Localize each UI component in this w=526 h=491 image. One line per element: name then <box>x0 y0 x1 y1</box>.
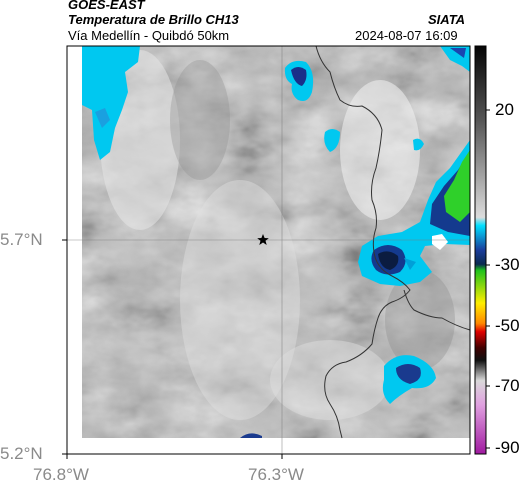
colorbar-label-20: 20 <box>495 100 514 119</box>
lat-label-1: 5.7°N <box>0 230 43 249</box>
colorbar-label-neg50: -50 <box>495 316 520 335</box>
star-icon <box>257 234 269 245</box>
colorbar-ticks <box>486 109 490 449</box>
colorbar-label-neg30: -30 <box>495 255 520 274</box>
border-lines <box>315 45 471 439</box>
axis-ticks <box>62 239 283 459</box>
colorbar-label-neg70: -70 <box>495 376 520 395</box>
colorbar-label-neg90: -90 <box>495 438 520 457</box>
gridlines <box>67 46 470 454</box>
satellite-title: GOES-EAST <box>68 0 145 12</box>
lat-label-2: 5.2°N <box>0 444 43 463</box>
lon-label-2: 76.3°W <box>248 465 304 484</box>
map-border <box>66 45 471 455</box>
org-label: SIATA <box>428 12 466 27</box>
lon-label-1: 76.8°W <box>33 465 89 484</box>
colorbar <box>474 45 487 455</box>
cold-cloud-tops <box>82 46 470 438</box>
product-title: Temperatura de Brillo CH13 <box>68 12 239 27</box>
route-subtitle: Vía Medellín - Quibdó 50km <box>68 28 230 43</box>
datetime-label: 2024-08-07 16:09 <box>355 28 458 43</box>
